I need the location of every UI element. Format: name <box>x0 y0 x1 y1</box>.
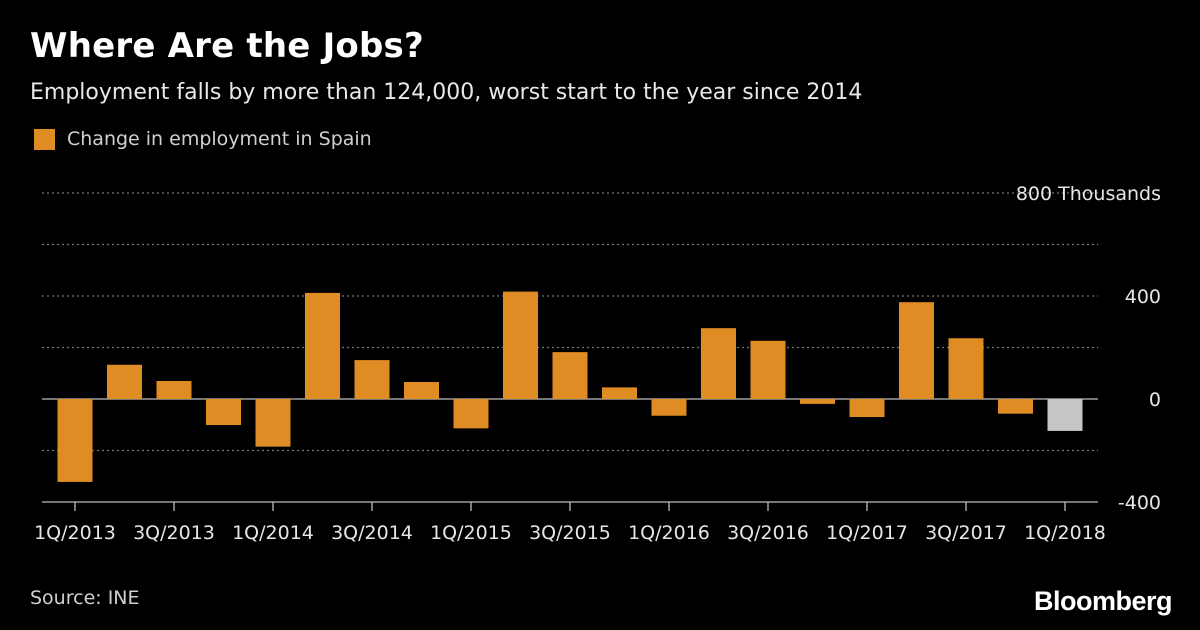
x-tick-label: 1Q/2018 <box>1024 522 1106 544</box>
bar-2Q/2014 <box>305 292 340 399</box>
bar-1Q/2017 <box>849 399 885 418</box>
bar-4Q/2015 <box>602 387 637 399</box>
y-tick-label: 400 <box>1125 286 1161 308</box>
legend: Change in employment in Spain <box>34 128 372 150</box>
chart-title: Where Are the Jobs? <box>30 26 424 66</box>
bar-1Q/2013 <box>57 399 93 482</box>
x-tick-label: 1Q/2013 <box>34 522 116 544</box>
x-tick-label: 1Q/2015 <box>430 522 512 544</box>
legend-swatch <box>34 128 55 150</box>
chart-subtitle: Employment falls by more than 124,000, w… <box>30 80 863 105</box>
bar-4Q/2014 <box>404 382 439 399</box>
bar-4Q/2017 <box>998 399 1033 414</box>
x-tick-label: 1Q/2014 <box>232 522 314 544</box>
bar-1Q/2014 <box>255 399 291 447</box>
x-tick-label: 1Q/2017 <box>826 522 908 544</box>
x-axis-labels: 1Q/2013 3Q/2013 1Q/2014 3Q/2014 1Q/2015 3Q/20… <box>34 522 1106 544</box>
x-tick-label: 1Q/2016 <box>628 522 710 544</box>
source-note: Source: INE <box>30 587 140 609</box>
bars <box>57 291 1083 482</box>
bloomberg-logo: Bloomberg <box>1033 586 1173 616</box>
x-tick-label: 3Q/2015 <box>529 522 611 544</box>
bar-2Q/2016 <box>701 328 736 399</box>
x-tick-label: 3Q/2016 <box>727 522 809 544</box>
x-axis <box>42 501 1098 511</box>
bar-2Q/2013 <box>107 364 142 399</box>
y-tick-label: 0 <box>1149 389 1161 411</box>
bar-3Q/2013 <box>156 380 192 399</box>
bar-3Q/2017 <box>948 338 984 399</box>
bar-4Q/2016 <box>800 399 835 404</box>
y-tick-label: 800 Thousands <box>1016 183 1161 205</box>
x-tick-label: 3Q/2014 <box>331 522 413 544</box>
bar-1Q/2018 <box>1047 399 1083 431</box>
y-tick-label: -400 <box>1118 492 1161 514</box>
y-axis-labels: 800 Thousands 400 0 -400 <box>1016 183 1161 514</box>
x-tick-label: 3Q/2013 <box>133 522 215 544</box>
bar-1Q/2016 <box>651 399 687 416</box>
bar-2Q/2015 <box>503 291 538 399</box>
bar-4Q/2013 <box>206 399 241 426</box>
bar-3Q/2014 <box>354 360 390 399</box>
x-tick-label: 3Q/2017 <box>925 522 1007 544</box>
legend-label: Change in employment in Spain <box>67 128 372 150</box>
bar-3Q/2015 <box>552 352 588 399</box>
bar-2Q/2017 <box>899 302 934 399</box>
bar-3Q/2016 <box>750 340 786 399</box>
grid-lines <box>42 192 1098 452</box>
bar-1Q/2015 <box>453 399 489 429</box>
